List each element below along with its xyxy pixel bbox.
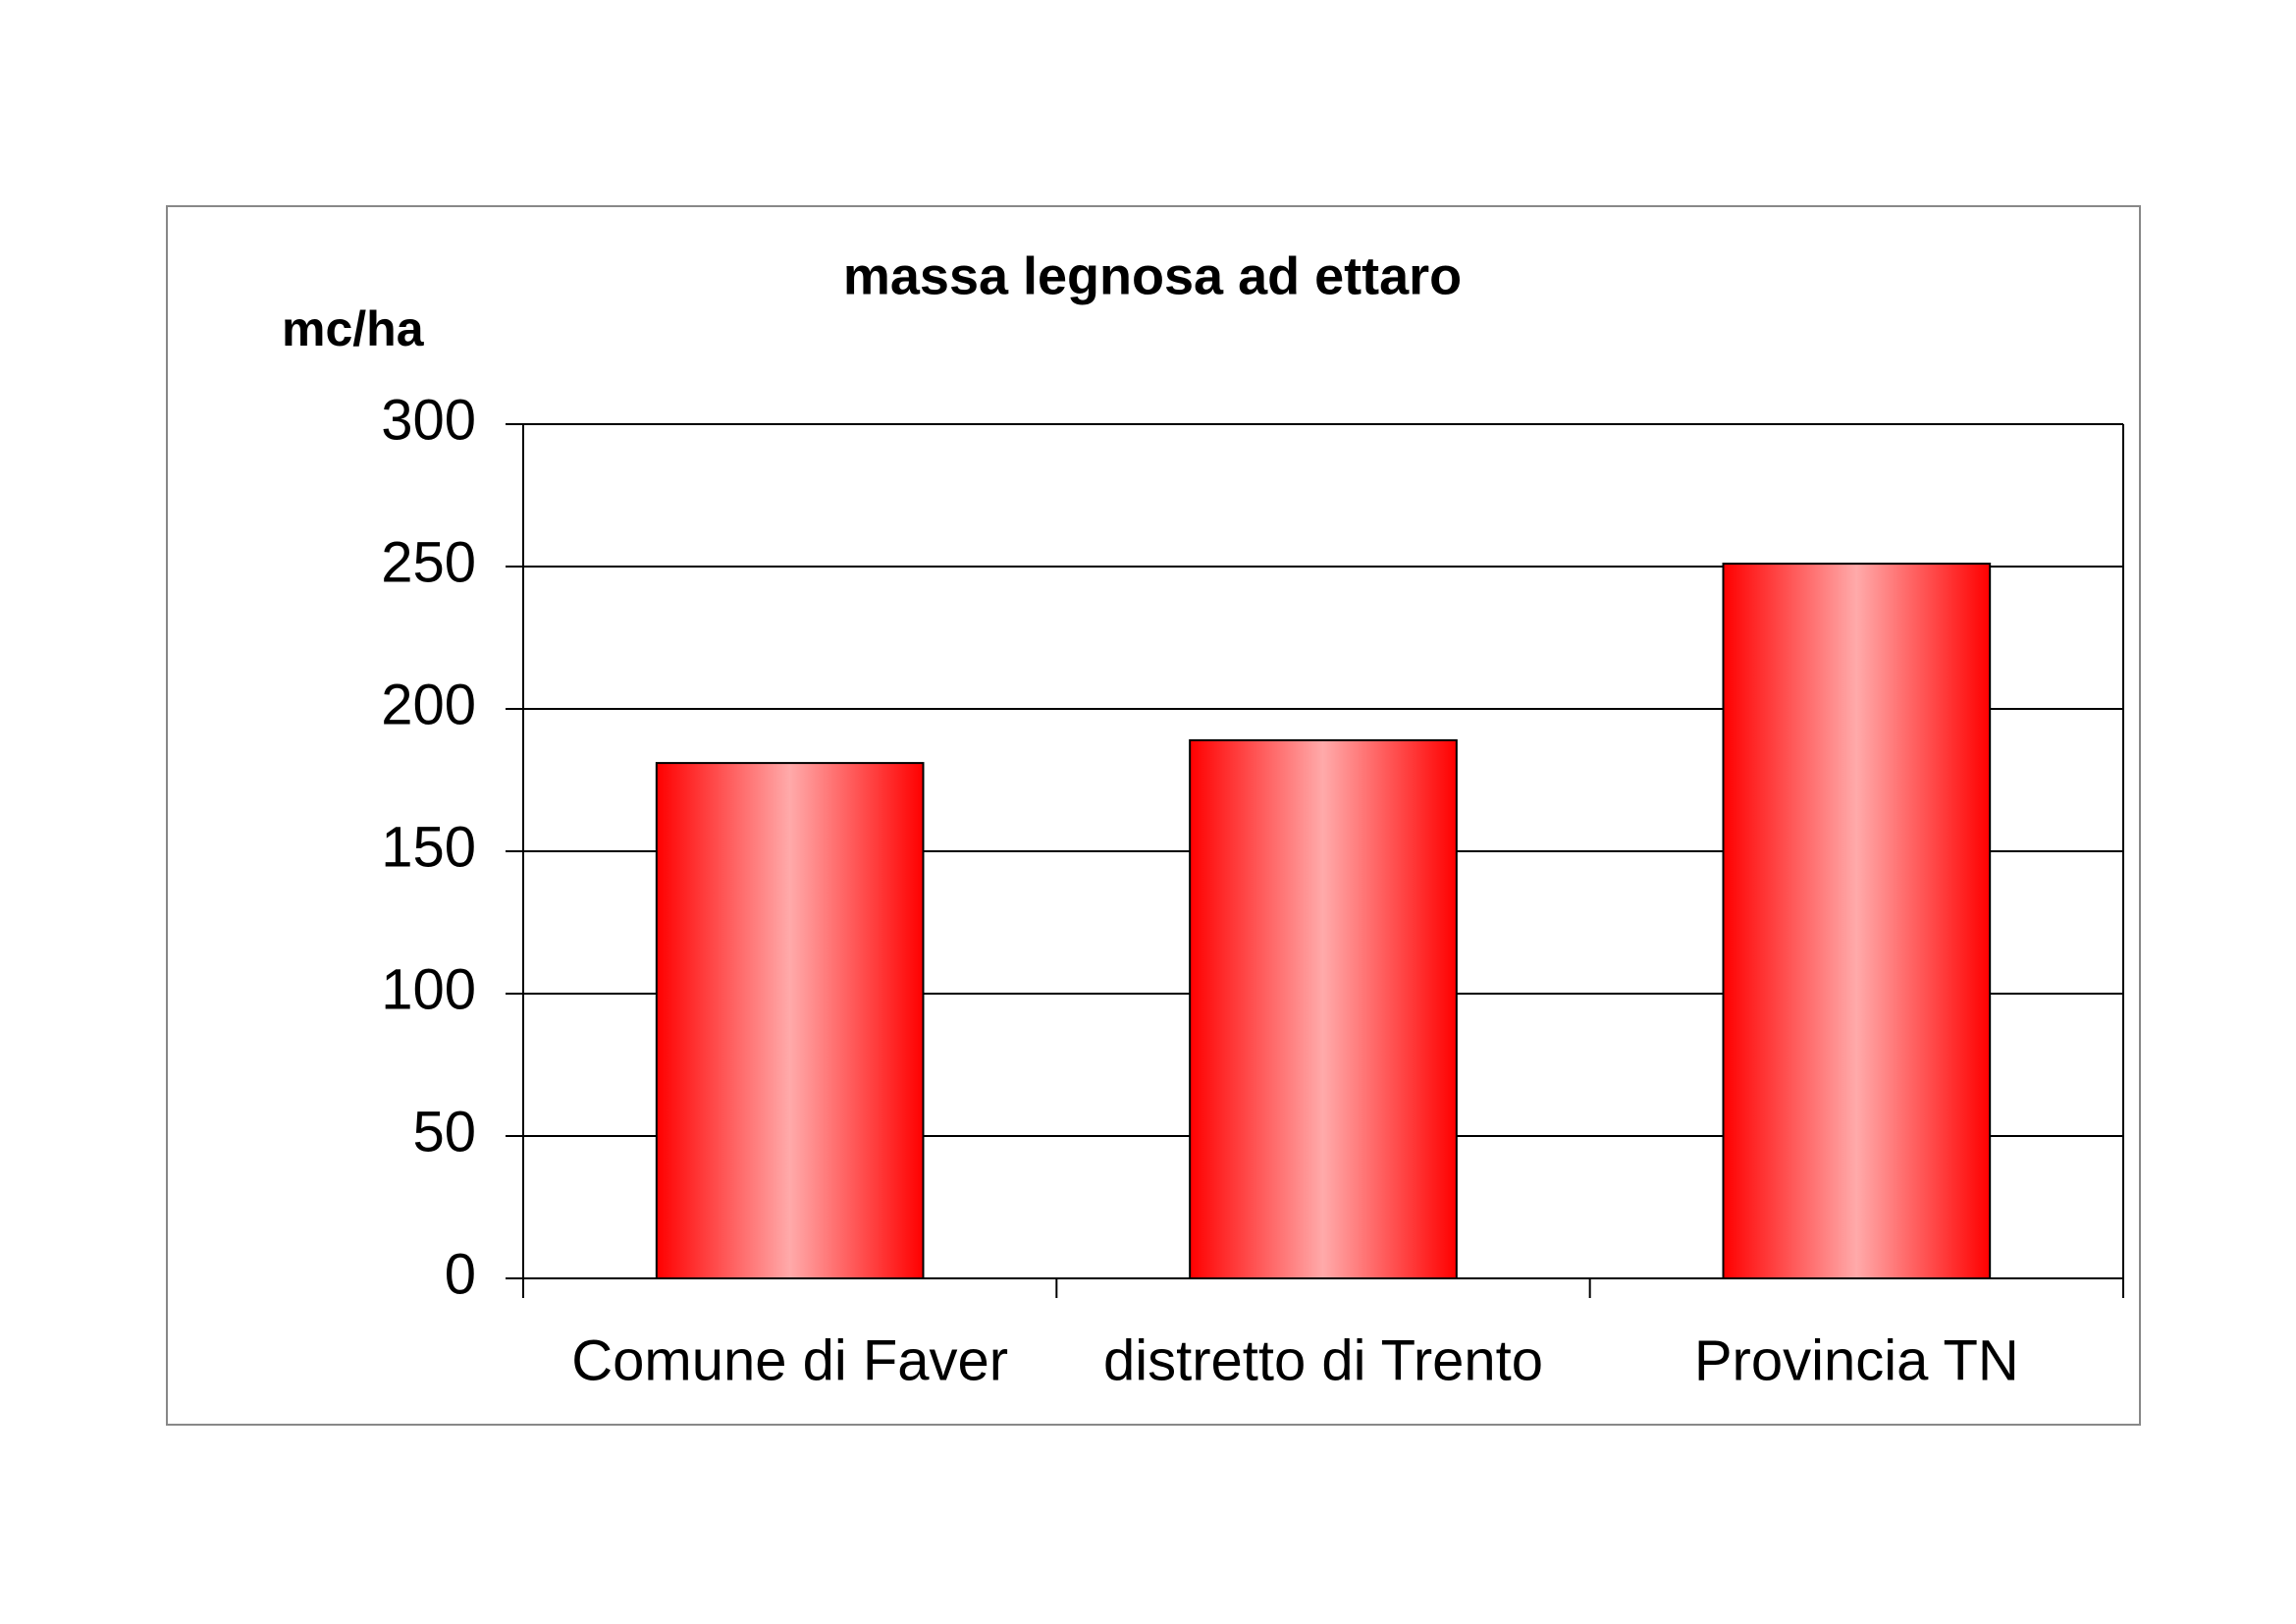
y-tick-label: 200 — [381, 673, 476, 736]
y-tick-label: 300 — [381, 388, 476, 452]
y-axis-label: mc/ha — [282, 301, 425, 356]
y-tick-label: 250 — [381, 530, 476, 594]
bar — [655, 762, 925, 1279]
chart-title: massa legnosa ad ettaro — [843, 246, 1462, 305]
bar — [1189, 738, 1458, 1279]
y-tick-label: 0 — [445, 1242, 476, 1306]
x-tick-label: Comune di Faver — [571, 1328, 1008, 1392]
y-tick-label: 100 — [381, 957, 476, 1021]
y-tick-label: 150 — [381, 815, 476, 879]
y-tick-label: 50 — [412, 1100, 476, 1164]
x-tick-label: Provincia TN — [1694, 1328, 2019, 1392]
bar — [1722, 563, 1992, 1279]
x-tick-label: distretto di Trento — [1103, 1328, 1543, 1392]
